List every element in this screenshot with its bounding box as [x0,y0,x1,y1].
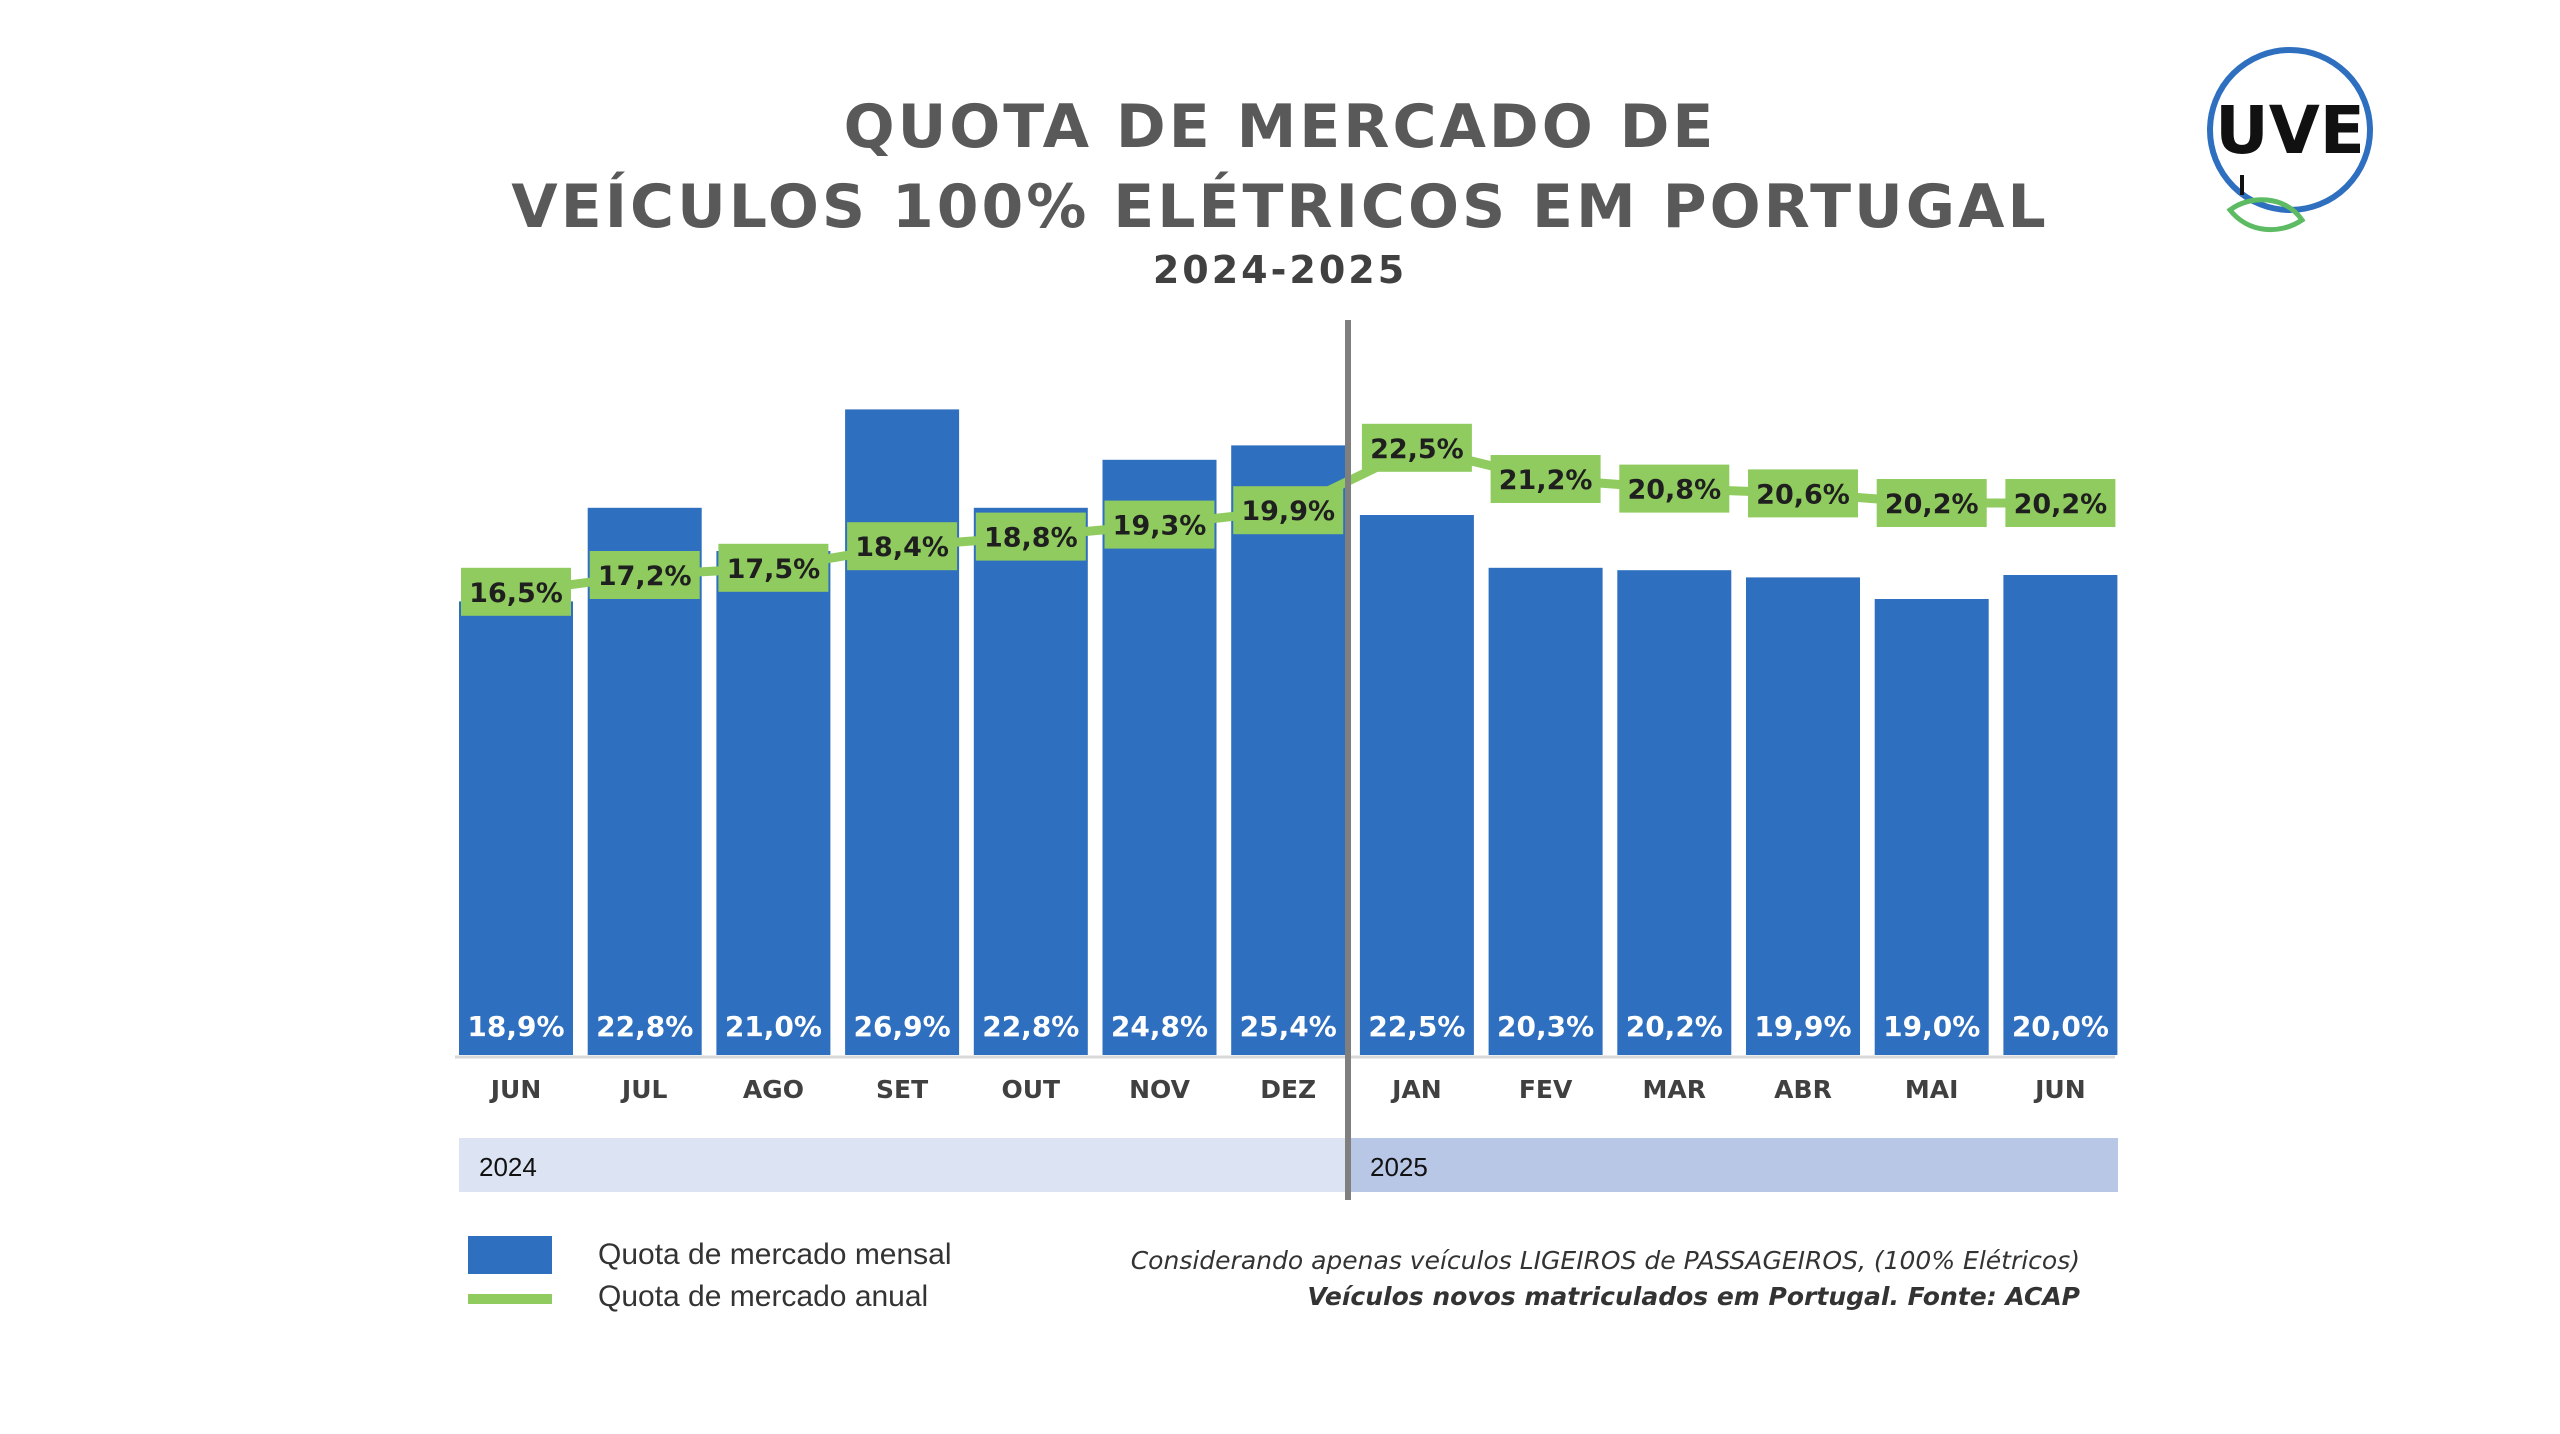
bar-monthly [1746,577,1860,1055]
line-point-marker [1490,455,1601,503]
year-band-label: 2024 [479,1152,537,1182]
line-value-label: 17,5% [727,554,821,585]
bar-value-label: 20,2% [1626,1010,1723,1043]
bar-value-label: 21,0% [725,1010,822,1043]
line-value-label: 19,3% [1113,511,1207,542]
x-tick-label: DEZ [1260,1075,1316,1104]
note-scope: Considerando apenas veículos LIGEIROS de… [1130,1246,2080,1275]
line-value-label: 16,5% [469,578,563,609]
bar-value-label: 20,0% [2012,1010,2109,1043]
bar-monthly [1102,459,1217,1055]
bar-value-label: 26,9% [854,1010,951,1043]
legend-swatch-monthly [468,1236,552,1274]
line-point-marker [1233,486,1344,535]
line-point-marker [975,512,1086,561]
bar-value-label: 22,5% [1368,1010,1465,1043]
line-point-marker [1876,479,1987,527]
bar-monthly [845,409,960,1055]
x-tick-label: ABR [1774,1075,1832,1104]
chart-title-line1: QUOTA DE MERCADO DE [843,92,1717,162]
bar-monthly [716,551,831,1055]
bar-monthly [459,601,573,1055]
line-value-label: 17,2% [598,561,692,592]
bar-value-label: 24,8% [1111,1010,1208,1043]
year-band-label: 2025 [1370,1152,1428,1182]
x-tick-label: AGO [743,1075,804,1104]
line-value-label: 22,5% [1370,434,1464,465]
x-tick-label: NOV [1129,1075,1191,1104]
bar-monthly [1359,515,1474,1055]
x-tick-label: SET [876,1075,928,1104]
line-point-marker [461,567,571,616]
legend-label-monthly: Quota de mercado mensal [598,1238,952,1271]
bar-value-label: 25,4% [1240,1010,1337,1043]
bar-monthly [1617,570,1732,1055]
line-value-label: 20,6% [1756,479,1850,510]
bar-value-label: 22,8% [982,1010,1079,1043]
bar-monthly [1874,599,1989,1055]
bar-value-label: 22,8% [596,1010,693,1043]
logo-text: UVE [2215,92,2365,169]
line-value-label: 20,8% [1627,475,1721,506]
line-point-marker [1619,464,1730,513]
bar-value-label: 19,0% [1883,1010,1980,1043]
bar-monthly [2003,575,2118,1055]
line-point-marker [2005,479,2116,527]
line-value-label: 21,2% [1499,465,1593,496]
x-tick-label: JAN [1390,1075,1442,1104]
bar-monthly [973,507,1088,1055]
line-point-marker [589,551,700,599]
line-point-marker [847,522,958,571]
legend-swatch-annual [468,1294,552,1304]
x-tick-label: OUT [1001,1075,1060,1104]
line-point-marker [718,543,829,592]
bar-monthly [1488,567,1603,1055]
line-value-label: 20,2% [2014,489,2108,520]
year-band [1350,1138,2118,1192]
line-point-marker [1748,469,1858,518]
bar-value-label: 20,3% [1497,1010,1594,1043]
x-tick-label: FEV [1519,1075,1573,1104]
x-tick-label: MAR [1643,1075,1706,1104]
chart-title-line2: VEÍCULOS 100% ELÉTRICOS EM PORTUGAL [511,172,2049,242]
x-tick-label: JUN [489,1075,542,1104]
line-point-marker [1361,423,1472,472]
line-value-label: 18,4% [855,532,949,563]
x-tick-label: JUL [620,1075,668,1104]
uve-logo: UVE [2207,47,2373,233]
note-source: Veículos novos matriculados em Portugal.… [1307,1282,2080,1311]
bar-value-label: 18,9% [467,1010,564,1043]
x-tick-label: JUN [2033,1075,2086,1104]
x-tick-label: MAI [1905,1075,1959,1104]
line-value-label: 19,9% [1241,496,1335,527]
legend-label-annual: Quota de mercado anual [598,1280,929,1313]
line-point-marker [1104,500,1215,549]
chart-period: 2024-2025 [1152,248,1408,292]
bar-monthly [1231,445,1346,1055]
bar-value-label: 19,9% [1754,1010,1851,1043]
line-value-label: 20,2% [1885,489,1979,520]
line-value-label: 18,8% [984,523,1078,554]
year-band [459,1138,1350,1192]
